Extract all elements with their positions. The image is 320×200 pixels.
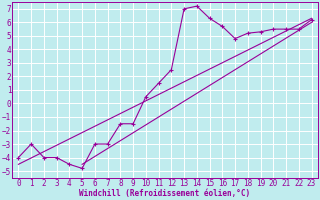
X-axis label: Windchill (Refroidissement éolien,°C): Windchill (Refroidissement éolien,°C) [79,189,251,198]
